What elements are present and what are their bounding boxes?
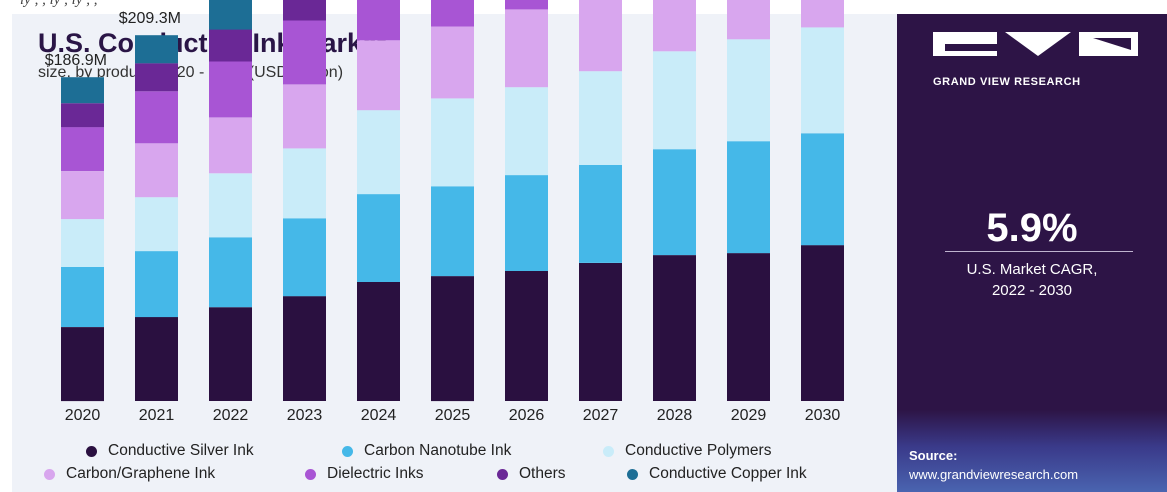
cagr-label: U.S. Market CAGR, 2022 - 2030 xyxy=(897,259,1167,301)
bar-segment-2028-3 xyxy=(653,51,696,150)
brand-name: GRAND VIEW RESEARCH xyxy=(933,76,1081,88)
bar-segment-2028-2 xyxy=(653,149,696,256)
cagr-label-line1: U.S. Market CAGR, xyxy=(966,261,1098,278)
bar-segment-2028-4 xyxy=(653,0,696,52)
bar-segment-2022-7 xyxy=(209,0,252,30)
stacked-bar-plot: 2020 $186.9M 2021 $209.3M 2022 2023 2024 2025 20… xyxy=(45,0,844,424)
bar-segment-2026-2 xyxy=(505,175,548,271)
bar-segment-2026-1 xyxy=(505,271,548,401)
x-tick-label-2022: 2022 xyxy=(213,407,249,424)
bar-segment-2021-6 xyxy=(135,63,178,92)
bar-segment-2021-5 xyxy=(135,91,178,144)
bar-segment-2026-3 xyxy=(505,87,548,176)
bar-segment-2020-5 xyxy=(61,127,104,172)
bar-segment-2024-5 xyxy=(357,0,400,41)
bar-segment-2026-5 xyxy=(505,0,548,10)
bar-segment-2024-2 xyxy=(357,194,400,282)
x-tick-label-2021: 2021 xyxy=(139,407,175,424)
bar-segment-2024-3 xyxy=(357,110,400,195)
bar-segment-2027-3 xyxy=(579,71,622,165)
bar-segment-2022-6 xyxy=(209,29,252,62)
bar-segment-2025-2 xyxy=(431,186,474,277)
bar-segment-2023-5 xyxy=(283,20,326,85)
x-tick-label-2020: 2020 xyxy=(65,407,101,424)
source-background xyxy=(897,410,1167,492)
bar-segment-2030-4 xyxy=(801,0,844,28)
bar-segment-2021-7 xyxy=(135,35,178,64)
cagr-divider xyxy=(945,251,1133,252)
x-tick-label-2028: 2028 xyxy=(657,407,693,424)
x-tick-label-2023: 2023 xyxy=(287,407,323,424)
bar-segment-2023-2 xyxy=(283,218,326,297)
bar-segment-2021-1 xyxy=(135,317,178,401)
bar-segment-2030-1 xyxy=(801,245,844,401)
x-tick-label-2025: 2025 xyxy=(435,407,471,424)
bar-segment-2030-3 xyxy=(801,27,844,134)
bar-segment-2024-4 xyxy=(357,40,400,111)
bar-segment-2029-4 xyxy=(727,0,770,40)
data-label-2020: $186.9M xyxy=(45,52,107,69)
bar-segment-2027-1 xyxy=(579,263,622,401)
grand-view-research-logo xyxy=(933,32,1138,56)
bar-segment-2027-2 xyxy=(579,165,622,263)
cropped-header-line: ly , , ly , ly , , xyxy=(20,0,98,8)
chart-subtitle: size, by product, 2020 - 2030 (USD Milli… xyxy=(38,64,344,81)
bar-segment-2022-2 xyxy=(209,237,252,308)
bar-segment-2029-1 xyxy=(727,253,770,401)
bar-segment-2022-5 xyxy=(209,61,252,118)
bar-segment-2021-3 xyxy=(135,197,178,252)
bar-segment-2027-4 xyxy=(579,0,622,72)
bar-segment-2022-1 xyxy=(209,307,252,401)
bar-segment-2022-4 xyxy=(209,117,252,174)
bar-segment-2023-4 xyxy=(283,84,326,149)
bar-segment-2023-3 xyxy=(283,148,326,219)
x-tick-label-2024: 2024 xyxy=(361,407,397,424)
bar-segment-2020-2 xyxy=(61,267,104,327)
cagr-label-line2: 2022 - 2030 xyxy=(991,282,1073,299)
bar-segment-2023-6 xyxy=(283,0,326,21)
bar-segment-2025-4 xyxy=(431,26,474,99)
info-sidebar: GRAND VIEW RESEARCH 5.9% U.S. Market CAG… xyxy=(897,14,1167,492)
bar-segment-2029-3 xyxy=(727,39,770,142)
bar-segment-2025-1 xyxy=(431,276,474,402)
cagr-value: 5.9% xyxy=(986,206,1078,250)
source-label: Source: xyxy=(909,448,958,463)
source-url: www.grandviewresearch.com xyxy=(909,467,1079,482)
x-tick-label-2026: 2026 xyxy=(509,407,545,424)
bar-segment-2028-1 xyxy=(653,255,696,401)
bar-segment-2025-3 xyxy=(431,98,474,187)
bar-segment-2021-2 xyxy=(135,251,178,318)
x-tick-label-2030: 2030 xyxy=(805,407,841,424)
bar-segment-2020-7 xyxy=(61,77,104,104)
bar-segment-2025-5 xyxy=(431,0,474,27)
data-label-2021: $209.3M xyxy=(119,10,181,27)
bar-segment-2020-1 xyxy=(61,327,104,402)
bar-segment-2030-2 xyxy=(801,133,844,246)
bar-segment-2029-2 xyxy=(727,141,770,254)
bar-segment-2020-3 xyxy=(61,219,104,267)
bar-segment-2020-4 xyxy=(61,171,104,220)
bar-segment-2023-1 xyxy=(283,296,326,401)
bar-segment-2021-4 xyxy=(135,143,178,198)
bar-segment-2022-3 xyxy=(209,173,252,238)
bar-segment-2024-1 xyxy=(357,282,400,401)
x-tick-label-2029: 2029 xyxy=(731,407,767,424)
x-tick-label-2027: 2027 xyxy=(583,407,619,424)
bar-segment-2020-6 xyxy=(61,103,104,128)
bar-segment-2026-4 xyxy=(505,9,548,88)
